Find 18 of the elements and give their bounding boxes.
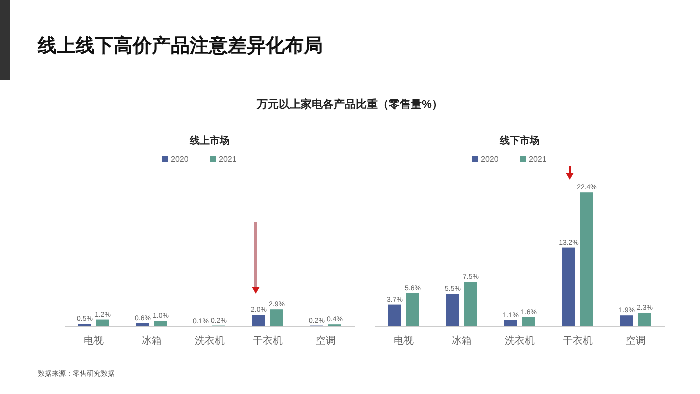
x-tick-label: 干衣机: [253, 335, 283, 347]
x-tick-label: 洗衣机: [505, 335, 535, 347]
x-tick-label: 空调: [316, 335, 336, 347]
chart-title: 线上市场: [189, 135, 230, 147]
legend-label: 2021: [219, 155, 238, 164]
x-tick-label: 电视: [84, 335, 104, 347]
chart-title: 线下市场: [499, 135, 540, 147]
legend-label: 2020: [481, 155, 500, 164]
x-tick-label: 冰箱: [142, 335, 162, 347]
legend-label: 2021: [529, 155, 548, 164]
x-tick-label: 洗衣机: [195, 335, 225, 347]
text: 线上线下高价产品注意差异化布局: [37, 35, 323, 57]
text: 万元以上家电各产品比重（零售量%）: [256, 98, 443, 111]
x-tick-label: 冰箱: [452, 335, 472, 347]
x-tick-label: 干衣机: [563, 335, 593, 347]
x-tick-label: 电视: [394, 335, 414, 347]
x-tick-label: 空调: [626, 335, 646, 347]
legend-label: 2020: [171, 155, 190, 164]
